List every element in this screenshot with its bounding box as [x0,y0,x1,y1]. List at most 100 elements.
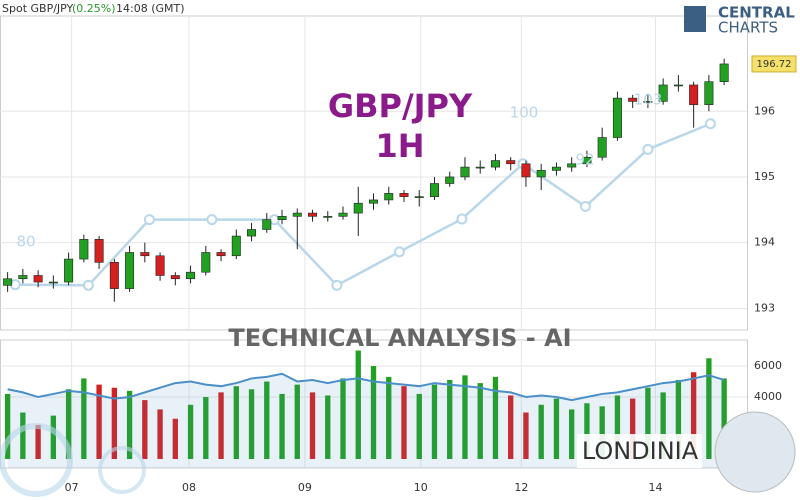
volume-bar [431,384,438,460]
candle-body [384,193,394,201]
candle-body [125,252,135,289]
forecast-point [393,246,405,258]
x-tick-label: 14 [649,481,663,494]
volume-bar [462,375,468,460]
volume-bar [370,366,377,460]
volume-bar [325,395,331,460]
volume-bar [65,389,72,460]
volume-bar [4,393,11,460]
candle-body [704,81,714,105]
banner: TECHNICAL ANALYSIS - AI [228,324,571,352]
time: 14:08 (GMT) [116,2,185,15]
forecast-point [704,118,716,130]
candle-body [414,196,424,198]
x-tick-label: 10 [414,481,428,494]
volume-bar [294,384,300,460]
partner: LONDINIA [582,437,699,465]
candle-body [551,166,561,171]
volume-bar [126,390,133,460]
candle-body [521,163,531,178]
candle-body [338,212,348,217]
last-price-box [751,55,797,73]
oscillator-area [7,373,725,468]
y-tick-label: 6000 [754,359,782,372]
volume-bar [50,415,57,460]
candle-body [201,252,211,273]
volume-bar [645,387,651,460]
price-pane [0,15,748,331]
candle-body [567,163,577,168]
volume-pane [0,339,748,469]
candle-body [490,160,500,168]
volume-bar [142,400,148,460]
brand-logo [684,6,706,32]
last-price: 196.72 [757,59,792,70]
forecast-point [143,214,155,226]
candle-body [186,271,196,280]
candle-body [140,252,150,257]
candle-body [277,216,287,220]
x-tick-label: 07 [65,481,79,494]
y-tick-label: 196 [754,104,775,117]
score: 80 [16,233,35,251]
volume-bar [629,398,636,460]
candle-body [399,193,409,197]
overlay-title: GBP/JPY [328,87,473,125]
candle-body [292,212,302,217]
plot-layer: 07 08 09 10 12 14 193 194 195 196 196.72 4000 6000 [0,16,797,494]
score: 92 [575,151,594,169]
volume-bar [203,397,209,460]
volume-bar [675,379,682,460]
candle-body [170,275,180,280]
candle-body [323,216,333,218]
watermark-icon [98,446,146,494]
volume-bar [20,412,26,460]
x-tick-label: 12 [514,481,528,494]
volume-bar [508,395,514,460]
y-tick-label: 195 [754,170,775,183]
forecast-point [331,279,343,291]
partner-box [577,434,702,468]
x-tick-label: 08 [182,481,196,494]
candle-body [109,262,119,289]
candle-body [445,176,455,184]
watermark-icon [0,423,73,497]
candle-body [33,275,43,283]
volume-bar [706,358,712,460]
score: 100 [510,104,539,122]
candle-body [155,255,165,276]
volume-bar [523,412,529,460]
candle-body [612,97,622,138]
volume-bar [96,384,102,460]
volume-bar [340,378,346,460]
volume-bar [157,409,163,460]
volume-bar [447,379,453,460]
volume-bar [569,409,575,460]
volume-bar [599,406,605,460]
candle-body [79,239,89,260]
candle-body [628,97,638,102]
candle-body [353,202,363,214]
volume-bar [233,386,239,460]
oscillator-line [7,372,725,402]
candle-body [94,239,104,263]
brand-bottom: CHARTS [718,19,778,37]
volume-bar [187,404,194,460]
avatar [714,411,796,493]
candle-body [536,170,546,178]
candle-body [673,84,683,87]
change: (0.25%) [72,2,116,15]
forecast-point [579,201,591,213]
volume-bar [279,393,285,460]
volume-bar [309,392,316,460]
candle-body [48,281,58,284]
volume-bar [690,372,697,460]
candle-body [308,212,318,217]
candle-body [369,199,378,204]
candle-body [658,84,668,102]
candle-body [643,101,653,103]
candle-body [506,160,516,165]
volume-bar [584,403,590,460]
forecast-point [456,213,468,225]
y-tick-label: 193 [754,301,775,314]
